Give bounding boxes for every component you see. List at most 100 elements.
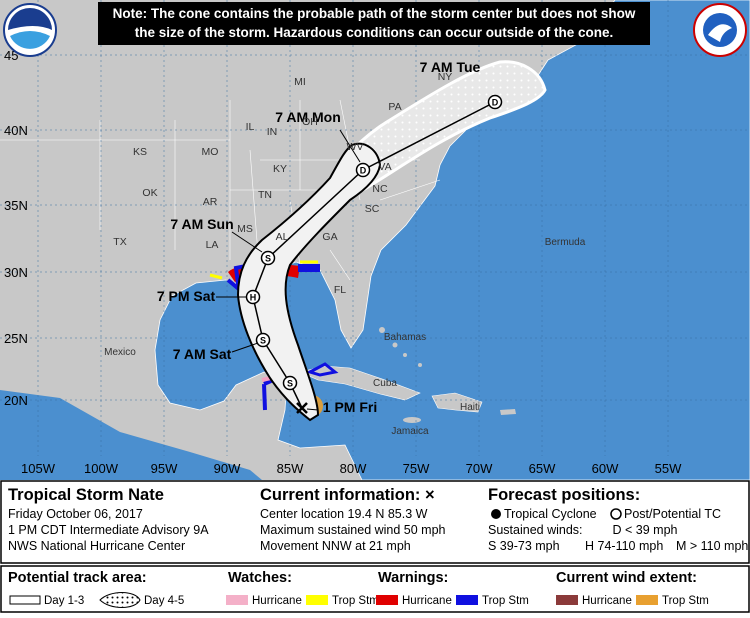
- wind-m: M > 110 mph: [676, 539, 748, 553]
- cone-day-4-5: [343, 60, 547, 193]
- point-symbol: D: [360, 166, 367, 176]
- pacific: [0, 390, 262, 480]
- place-label: TX: [113, 236, 126, 248]
- place-label: AR: [203, 196, 218, 208]
- note-line: Note: The cone contains the probable pat…: [113, 6, 636, 21]
- advisory: 1 PM CDT Intermediate Advisory 9A: [8, 523, 209, 537]
- forecast-label: 7 PM Sat: [157, 288, 216, 304]
- place-label: KS: [133, 146, 147, 158]
- map: D D S H S S 7 AM Tue 7 AM Mon 7 AM Sun 7 PM Sat 7 …: [0, 0, 750, 481]
- legend-item: Hurricane: [402, 595, 452, 607]
- current-position: [296, 402, 308, 414]
- point-symbol: D: [492, 98, 499, 108]
- center: NWS National Hurricane Center: [8, 539, 185, 553]
- place-label: GA: [322, 231, 337, 243]
- current-line: Center location 19.4 N 85.3 W: [260, 507, 428, 521]
- forecast-label: 7 AM Tue: [420, 59, 481, 75]
- jamaica: [403, 417, 421, 423]
- forecast-point: [282, 375, 298, 391]
- wind-d: D < 39 mph: [613, 523, 678, 537]
- hispaniola: [431, 392, 483, 413]
- storm-warning-cuba: [306, 362, 339, 377]
- legend-item: Trop Stm: [332, 595, 379, 607]
- forecast-points: D D S H S S 7 AM Tue 7 AM Mon 7 AM Sun 7 PM Sat 7 …: [157, 59, 503, 415]
- forecast-point: [255, 332, 271, 348]
- current-line: Maximum sustained wind 50 mph: [260, 523, 446, 537]
- lat-label: 40N: [4, 123, 28, 138]
- legend-item: Trop Stm: [662, 595, 709, 607]
- legend-item: Hurricane: [582, 595, 632, 607]
- place-label: MO: [202, 146, 219, 158]
- lat-label: 35N: [4, 198, 28, 213]
- place-label: NC: [372, 183, 388, 195]
- forecast-label: 7 AM Mon: [275, 109, 341, 125]
- lon-label: 55W: [655, 461, 682, 476]
- point-symbol: S: [260, 336, 266, 346]
- wind-h: H 74-110 mph: [585, 539, 663, 553]
- place-label: PA: [388, 101, 401, 113]
- place-label: TN: [258, 189, 272, 201]
- ptc-symbol: [610, 508, 622, 520]
- lat-label: 30N: [4, 265, 28, 280]
- storm-name: Tropical Storm Nate: [8, 486, 164, 504]
- place-label: Haiti: [460, 402, 480, 413]
- place-label: Jamaica: [391, 426, 429, 437]
- legend-heading: Potential track area:: [8, 570, 147, 586]
- point-symbol: S: [265, 254, 271, 264]
- info-panel: Tropical Storm Nate Friday October 06, 2…: [0, 480, 750, 613]
- place-label: Cuba: [373, 378, 397, 389]
- wind-s: S 39-73 mph: [488, 539, 560, 553]
- place-label: MS: [237, 223, 253, 235]
- current-heading: Current information: ×: [260, 486, 435, 504]
- place-label: WV: [347, 141, 364, 153]
- lon-label: 95W: [151, 461, 178, 476]
- place-label: SC: [365, 203, 380, 215]
- place-label: AL: [276, 231, 289, 243]
- lat-label: 20N: [4, 393, 28, 408]
- graticule: [0, 0, 750, 456]
- noaa-logo: [3, 3, 57, 57]
- legend-item: Trop Stm: [482, 595, 529, 607]
- forecast-point: [487, 94, 503, 110]
- forecast-point: [245, 289, 261, 305]
- place-label: VA: [378, 161, 391, 173]
- tc-label: Tropical Cyclone: [504, 507, 597, 521]
- place-label: NY: [438, 71, 453, 83]
- swatch: [556, 595, 578, 605]
- place-label: OK: [142, 187, 157, 199]
- forecast-heading: Forecast positions:: [488, 486, 640, 504]
- place-label: Bahamas: [384, 332, 426, 343]
- place-label: FL: [334, 284, 346, 296]
- lon-label: 100W: [84, 461, 119, 476]
- lat-label: 25N: [4, 331, 28, 346]
- forecast-label: 7 AM Sun: [170, 216, 233, 232]
- lon-label: 65W: [529, 461, 556, 476]
- leader-line: [231, 342, 259, 353]
- lon-label: 85W: [277, 461, 304, 476]
- legend-heading: Current wind extent:: [556, 570, 697, 586]
- day13-swatch: [9, 595, 41, 605]
- lon-label: 70W: [466, 461, 493, 476]
- storm-watch: [209, 260, 318, 280]
- leader-line: [306, 408, 319, 411]
- place-label: LA: [206, 239, 219, 251]
- place-label: IL: [246, 121, 255, 133]
- place-label: IN: [267, 126, 278, 138]
- date: Friday October 06, 2017: [8, 507, 143, 521]
- swatch: [226, 595, 248, 605]
- day45-swatch: [99, 592, 141, 608]
- legend-item: Hurricane: [252, 595, 302, 607]
- lon-label: 75W: [403, 461, 430, 476]
- place-label: Mexico: [104, 347, 136, 358]
- legend-item: Day 4-5: [144, 595, 184, 607]
- puerto-rico: [500, 409, 516, 415]
- current-line: Movement NNW at 21 mph: [260, 539, 411, 553]
- swatch: [636, 595, 658, 605]
- legend-heading: Watches:: [228, 570, 292, 586]
- lon-label: 80W: [340, 461, 367, 476]
- legend-heading: Warnings:: [378, 570, 448, 586]
- forecast-label: 1 PM Fri: [323, 399, 377, 415]
- leader-line: [339, 129, 361, 163]
- swatch: [456, 595, 478, 605]
